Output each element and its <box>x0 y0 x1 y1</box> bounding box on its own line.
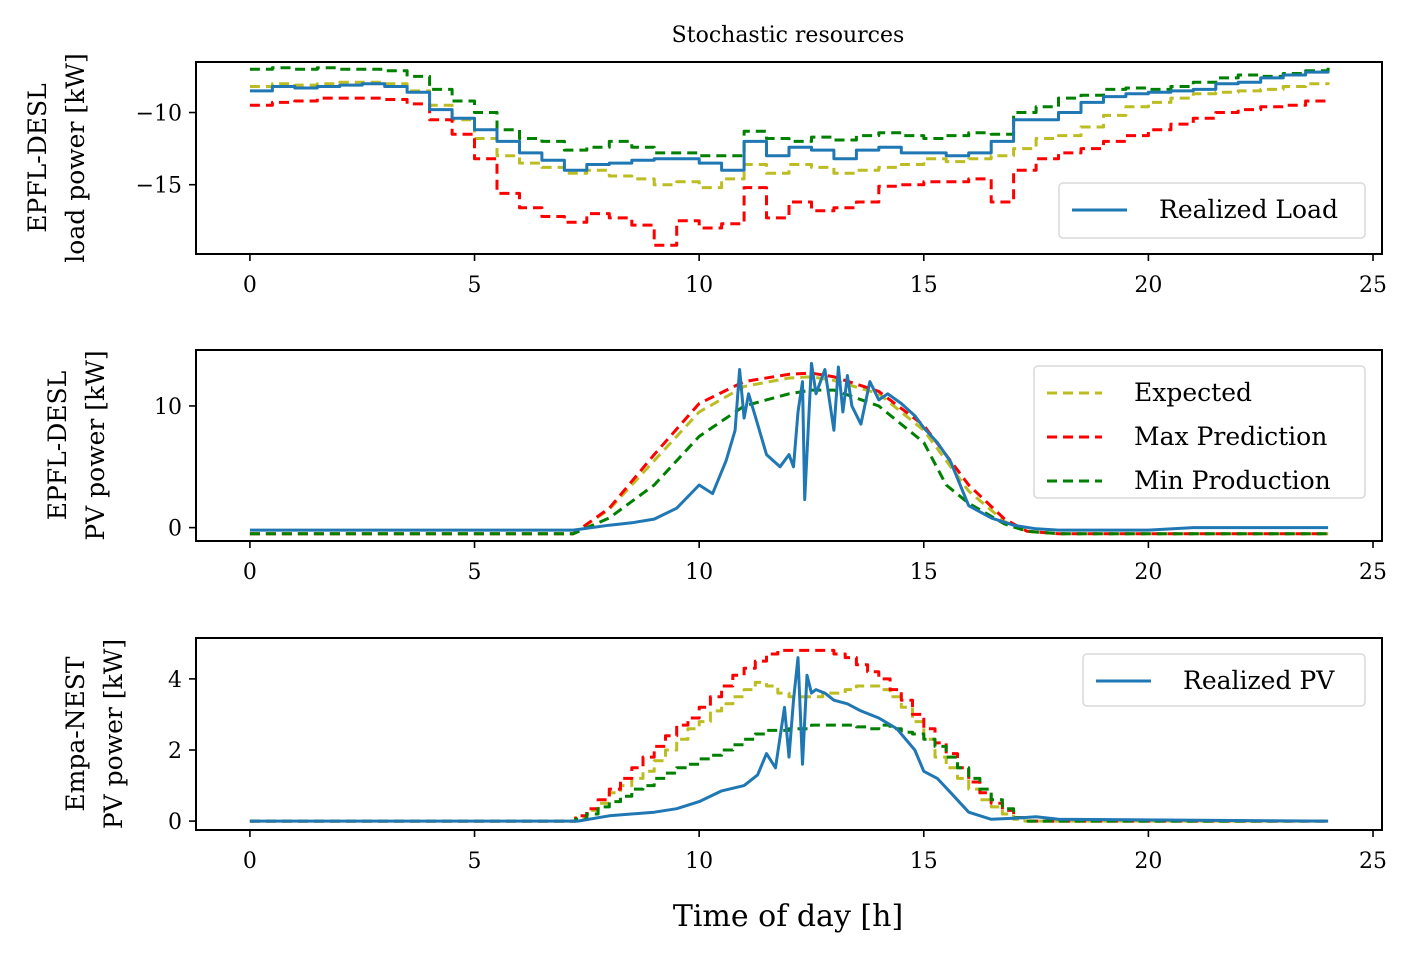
y-tick-label: 0 <box>168 517 182 542</box>
x-tick-label: 20 <box>1134 849 1162 874</box>
x-tick-label: 15 <box>910 273 938 298</box>
y-tick-label: 4 <box>168 668 182 693</box>
legend: Realized PV <box>1082 653 1366 707</box>
series-line-min <box>249 66 1330 158</box>
legend-label: Min Production <box>1134 466 1331 495</box>
legend-box <box>1058 182 1366 239</box>
series-line-min <box>249 723 1329 823</box>
legend-label: Max Prediction <box>1134 422 1327 451</box>
series-line-expected <box>249 680 1329 823</box>
y-axis-label: EPFL-DESL <box>43 371 72 521</box>
y-tick-label: 0 <box>168 810 182 835</box>
y-axis-label: PV power [kW] <box>99 639 128 829</box>
y-axis-label: load power [kW] <box>61 53 90 262</box>
y-tick-label: −10 <box>136 102 182 127</box>
plot-frame <box>195 637 1383 831</box>
x-tick-label: 25 <box>1359 273 1387 298</box>
legend-box <box>1033 365 1366 499</box>
x-axis-label: Time of day [h] <box>673 899 903 934</box>
y-tick-label: −15 <box>136 174 182 199</box>
subplot-1: 0 5 10 15 20 25 −10 −15 EPFL-DESL load power [kW]… <box>23 53 1387 298</box>
x-tick-label: 10 <box>685 273 713 298</box>
plot-frame <box>195 61 1383 255</box>
legend-label: Realized PV <box>1183 666 1335 695</box>
x-tick-label: 20 <box>1134 273 1162 298</box>
x-tick-label: 0 <box>243 849 257 874</box>
y-axis-label: PV power [kW] <box>81 350 110 540</box>
x-tick-label: 10 <box>685 849 713 874</box>
legend-label: Expected <box>1134 378 1252 407</box>
series-line-expected <box>249 80 1330 190</box>
series-line-min <box>249 388 1329 536</box>
legend: Realized Load <box>1058 182 1366 239</box>
y-axis-label: EPFL-DESL <box>23 83 52 233</box>
x-tick-label: 25 <box>1359 560 1387 585</box>
x-tick-label: 5 <box>468 560 482 585</box>
series-line-realized <box>249 361 1329 532</box>
x-tick-label: 5 <box>468 273 482 298</box>
y-tick-label: 10 <box>154 395 182 420</box>
x-tick-label: 10 <box>685 560 713 585</box>
subplot-3: 0 5 10 15 20 25 0 2 4 Empa-NEST PV power [kW] Reali… <box>61 637 1387 874</box>
x-tick-label: 0 <box>243 273 257 298</box>
x-tick-label: 15 <box>910 849 938 874</box>
figure-title: Stochastic resources <box>672 23 905 48</box>
x-tick-label: 25 <box>1359 849 1387 874</box>
series-line-max <box>249 96 1330 247</box>
legend: Expected Max Prediction Min Production <box>1033 365 1366 499</box>
subplot-2: 0 5 10 15 20 25 0 10 EPFL-DESL PV power [kW] Expec… <box>43 349 1387 585</box>
legend-box <box>1082 653 1366 707</box>
series-line-realized <box>249 656 1329 823</box>
x-tick-label: 20 <box>1134 560 1162 585</box>
y-axis-label: Empa-NEST <box>61 656 90 812</box>
legend-label: Realized Load <box>1159 195 1338 224</box>
x-tick-label: 5 <box>468 849 482 874</box>
plot-frame <box>195 349 1383 542</box>
x-tick-label: 15 <box>910 560 938 585</box>
series-line-realized <box>249 70 1330 172</box>
y-tick-label: 2 <box>168 739 182 764</box>
x-tick-label: 0 <box>243 560 257 585</box>
